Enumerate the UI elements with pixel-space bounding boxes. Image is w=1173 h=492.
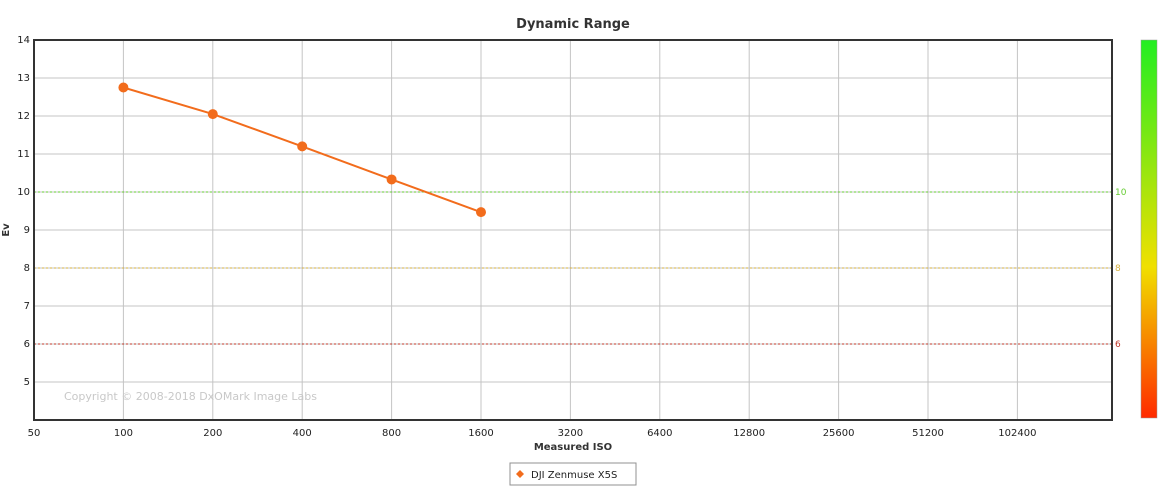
y-axis-label: Ev <box>1 223 12 237</box>
reference-lines: 10 8 6 <box>34 188 1127 350</box>
data-point[interactable] <box>476 207 486 218</box>
y-tick-label: 7 <box>24 301 30 312</box>
y-tick-label: 9 <box>24 225 30 236</box>
copyright-annotation: Copyright © 2008-2018 DxOMark Image Labs <box>64 390 317 403</box>
data-point[interactable] <box>386 174 397 185</box>
color-scale-bar <box>1140 39 1158 419</box>
grid-layer <box>34 40 1112 420</box>
plot-frame <box>33 39 1113 421</box>
x-tick-label: 51200 <box>912 428 944 439</box>
legend-label: DJI Zenmuse X5S <box>531 470 617 481</box>
x-tick-label: 200 <box>203 428 222 439</box>
data-point[interactable] <box>207 109 218 120</box>
x-tick-label: 800 <box>382 428 401 439</box>
x-tick-label: 12800 <box>733 428 765 439</box>
legend[interactable]: DJI Zenmuse X5S <box>509 462 637 486</box>
x-tick-label: 400 <box>293 428 312 439</box>
data-point[interactable] <box>118 82 129 93</box>
x-tick-label: 50 <box>28 428 41 439</box>
x-tick-label: 100 <box>114 428 133 439</box>
y-tick-label: 11 <box>17 149 30 160</box>
series-layer <box>118 82 486 218</box>
x-tick-label: 3200 <box>558 428 583 439</box>
x-axis-label: Measured ISO <box>534 442 612 453</box>
y-tick-labels: 5 6 7 8 9 10 11 12 13 14 <box>17 35 30 388</box>
reference-line-label: 8 <box>1115 264 1121 274</box>
legend-marker-icon <box>516 470 524 478</box>
y-tick-label: 14 <box>17 35 30 46</box>
y-tick-label: 10 <box>17 187 30 198</box>
y-tick-label: 12 <box>17 111 30 122</box>
reference-line-label: 6 <box>1115 340 1121 350</box>
chart-title: Dynamic Range <box>516 17 630 32</box>
y-tick-label: 13 <box>17 73 30 84</box>
x-tick-label: 102400 <box>998 428 1036 439</box>
reference-line-label: 10 <box>1115 188 1127 198</box>
legend-box <box>509 462 637 486</box>
y-tick-label: 8 <box>24 263 30 274</box>
x-tick-label: 1600 <box>468 428 493 439</box>
x-tick-labels: 50 100 200 400 800 1600 3200 6400 12800 25600 5120… <box>28 428 1037 439</box>
y-tick-label: 5 <box>24 377 30 388</box>
x-tick-label: 6400 <box>647 428 672 439</box>
x-tick-label: 25600 <box>823 428 855 439</box>
data-point[interactable] <box>297 141 308 152</box>
y-tick-label: 6 <box>24 339 30 350</box>
